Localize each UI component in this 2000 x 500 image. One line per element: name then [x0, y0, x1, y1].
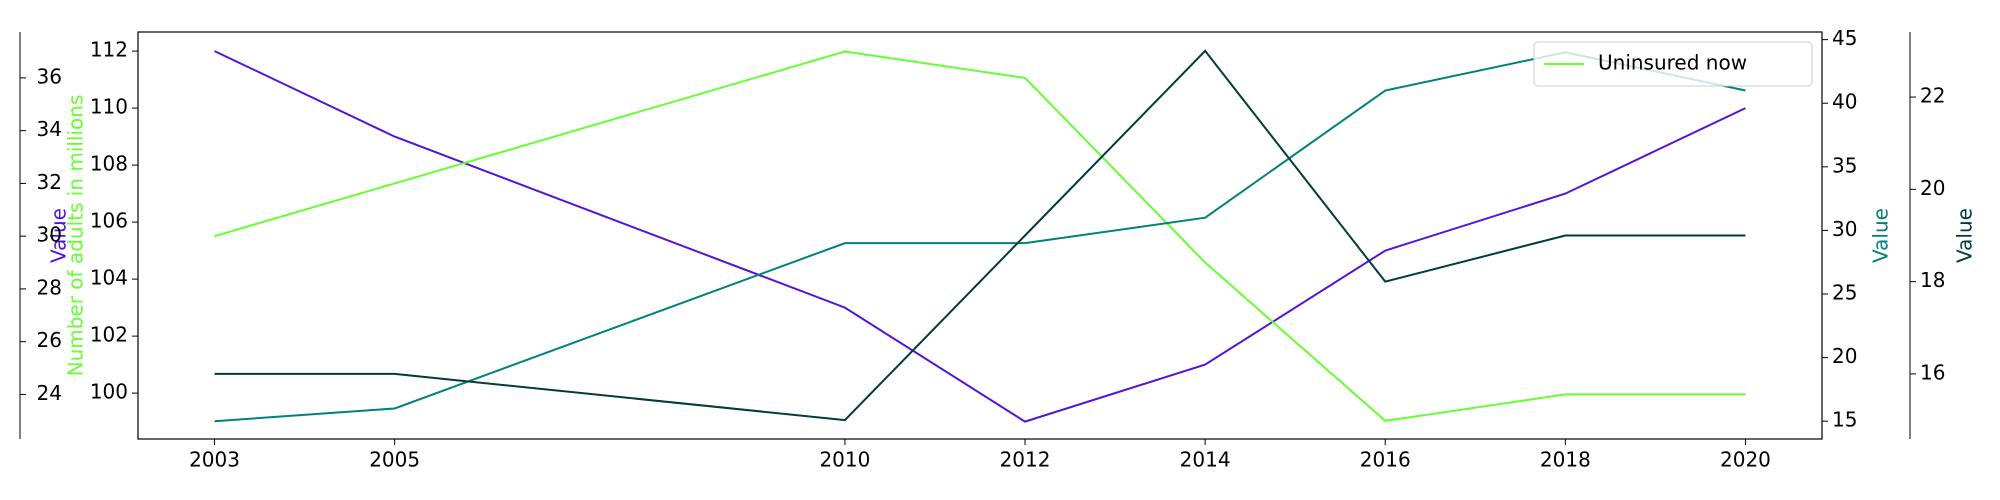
y-axis-label: Value	[47, 208, 71, 263]
series-line	[214, 49, 1746, 422]
y-tick-label: 18	[1920, 268, 1945, 292]
legend-label: Uninsured now	[1598, 51, 1747, 75]
y-tick-label: 34	[37, 117, 62, 141]
y-tick-label: 45	[1832, 26, 1857, 50]
x-tick-label: 2016	[1360, 448, 1411, 472]
y-tick-label: 15	[1832, 408, 1857, 432]
x-tick-label: 2005	[369, 448, 420, 472]
series-line	[214, 50, 1746, 423]
y-tick-label: 30	[37, 223, 62, 247]
x-tick-label: 2020	[1720, 448, 1771, 472]
y-tick-label: 26	[37, 328, 62, 352]
legend-box	[1533, 41, 1813, 87]
y-tick-label: 104	[90, 266, 128, 290]
plot-frame	[137, 31, 1823, 440]
y-tick-label: 100	[90, 380, 128, 404]
series-line	[214, 50, 1746, 422]
y-tick-label: 28	[37, 275, 62, 299]
y-tick-label: 22	[1920, 84, 1945, 108]
y-tick-label: 24	[37, 381, 62, 405]
x-tick-label: 2003	[189, 448, 240, 472]
x-tick-label: 2018	[1540, 448, 1591, 472]
y-tick-label: 110	[90, 95, 128, 119]
x-tick-label: 2010	[819, 448, 870, 472]
y-tick-label: 102	[90, 323, 128, 347]
y-tick-label: 20	[1920, 176, 1945, 200]
x-tick-label: 2014	[1180, 448, 1231, 472]
y-axis-label: Number of adults in millions	[64, 95, 88, 377]
series-line	[214, 51, 1746, 423]
y-tick-label: 35	[1832, 153, 1857, 177]
x-tick-label: 2012	[1000, 448, 1051, 472]
y-tick-label: 16	[1920, 360, 1945, 384]
y-tick-label: 112	[90, 38, 128, 62]
y-tick-label: 30	[1832, 217, 1857, 241]
y-tick-label: 40	[1832, 90, 1857, 114]
y-tick-label: 20	[1832, 344, 1857, 368]
y-tick-label: 32	[37, 170, 62, 194]
y-axis-label: Value	[1869, 208, 1893, 263]
y-tick-label: 25	[1832, 281, 1857, 305]
y-tick-label: 108	[90, 152, 128, 176]
y-axis-label: Value	[1953, 208, 1977, 263]
y-tick-label: 36	[37, 64, 62, 88]
y-tick-label: 106	[90, 209, 128, 233]
